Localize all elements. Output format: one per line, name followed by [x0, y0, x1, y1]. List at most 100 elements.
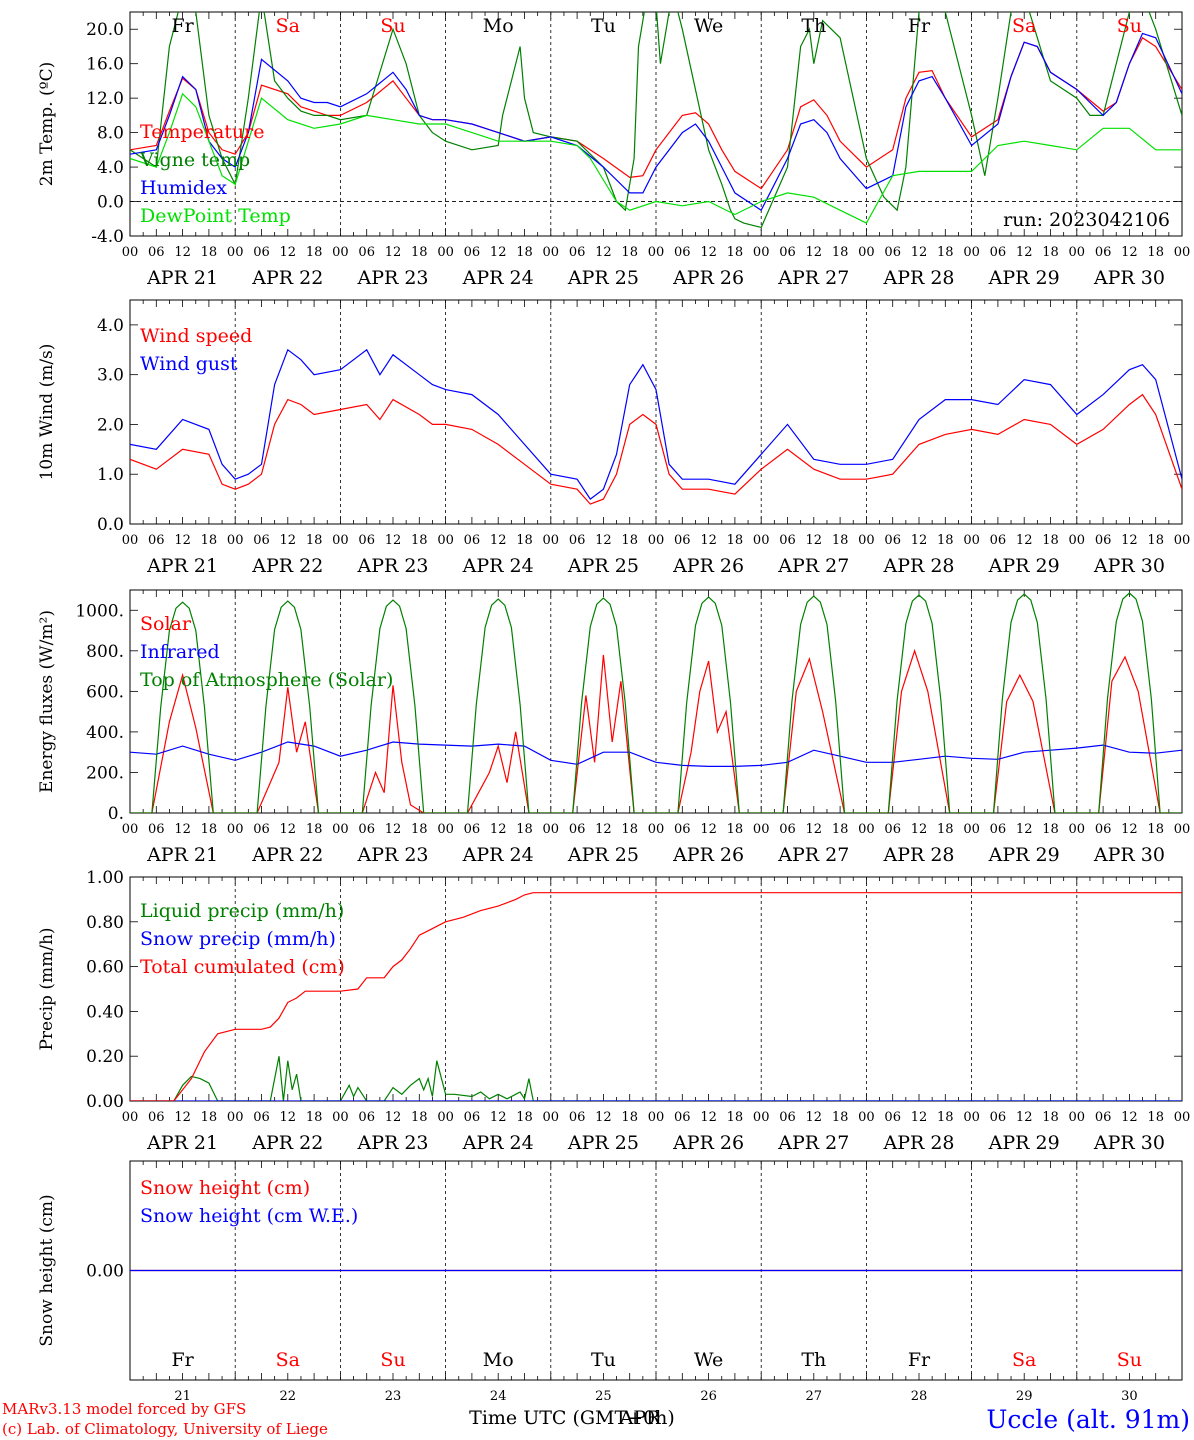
date-label: APR 25: [567, 555, 639, 577]
legend-entry: Vigne temp: [139, 149, 250, 171]
hour-tick-label: 12: [490, 533, 507, 548]
series-line-0: [130, 648, 1182, 813]
hour-tick-label: 06: [464, 822, 481, 837]
y-tick-label: 4.0: [97, 158, 124, 178]
y-tick-label: 8.0: [97, 124, 124, 144]
day-name: Su: [1117, 15, 1142, 37]
hour-tick-label: 18: [937, 1110, 954, 1125]
hour-tick-label: 06: [990, 822, 1007, 837]
y-tick-label: 16.0: [86, 55, 124, 75]
hour-tick-label: 18: [832, 1110, 849, 1125]
hour-tick-label: 12: [806, 245, 823, 260]
hour-tick-label: 06: [464, 533, 481, 548]
hour-tick-label: 18: [516, 245, 533, 260]
legend-entry: Solar: [140, 613, 192, 635]
hour-tick-label: 18: [201, 533, 218, 548]
hour-tick-label: 06: [884, 1110, 901, 1125]
series-line-2: [130, 592, 1182, 813]
run-annotation: run: 2023042106: [1003, 209, 1170, 231]
hour-tick-label: 12: [1016, 822, 1033, 837]
hour-tick-label: 06: [990, 245, 1007, 260]
hour-tick-label: 06: [674, 822, 691, 837]
hour-tick-label: 18: [1042, 245, 1059, 260]
credit-line-2: (c) Lab. of Climatology, University of L…: [2, 1420, 328, 1438]
hour-tick-label: 12: [1121, 533, 1138, 548]
hour-tick-label: 18: [727, 1110, 744, 1125]
hour-tick-label: 00: [122, 533, 139, 548]
hour-tick-label: 00: [858, 533, 875, 548]
hour-tick-label: 06: [779, 245, 796, 260]
date-label: APR 23: [356, 1132, 428, 1154]
day-number: 26: [700, 1389, 717, 1404]
date-label: APR 30: [1093, 844, 1165, 866]
hour-tick-label: 00: [543, 533, 560, 548]
legend-entry: Top of Atmosphere (Solar): [140, 669, 393, 691]
hour-tick-label: 12: [280, 245, 297, 260]
hour-tick-label: 06: [1095, 1110, 1112, 1125]
series-line-1: [130, 348, 1182, 500]
hour-tick-label: 00: [227, 533, 244, 548]
wind-panel: 0.0 1.0 2.0 3.0 4.0 10m Wind (m/s) Wind speed W…: [37, 299, 1190, 577]
hour-tick-label: 06: [253, 533, 270, 548]
hour-tick-label: 06: [779, 1110, 796, 1125]
day-name: Sa: [1012, 15, 1036, 37]
day-name: Tu: [591, 15, 616, 37]
precip-panel: 0.00 0.20 0.40 0.60 0.80 1.00 Precip (mm/h) Liq…: [37, 868, 1190, 1154]
hour-tick-label: 00: [1174, 245, 1191, 260]
date-label: APR 28: [882, 844, 954, 866]
hour-tick-label: 18: [621, 822, 638, 837]
series-line-1: [130, 12, 1182, 229]
hour-tick-label: 06: [674, 533, 691, 548]
hour-tick-label: 00: [122, 1110, 139, 1125]
hour-tick-label: 00: [648, 533, 665, 548]
day-number: 25: [595, 1389, 612, 1404]
legend-entry: DewPoint Temp: [140, 205, 291, 227]
date-label: APR 26: [672, 1132, 744, 1154]
date-label: APR 21: [146, 555, 218, 577]
y-tick-label: 0.00: [86, 1262, 124, 1282]
hour-tick-label: 18: [727, 533, 744, 548]
hour-tick-label: 18: [621, 533, 638, 548]
hour-tick-label: 06: [358, 533, 375, 548]
day-name: Fr: [908, 1349, 931, 1371]
hour-tick-label: 12: [174, 245, 191, 260]
hour-tick-label: 00: [753, 822, 770, 837]
legend-entry: Snow height (cm): [140, 1177, 310, 1199]
energy-panel: 0. 200. 400. 600. 800. 1000. Energy fluxes (W/…: [37, 589, 1190, 866]
legend-entry: Total cumulated (cm): [140, 956, 345, 978]
hour-tick-label: 18: [411, 533, 428, 548]
date-label: APR 30: [1093, 555, 1165, 577]
hour-tick-label: 00: [1069, 1110, 1086, 1125]
date-label: APR 21: [146, 1132, 218, 1154]
hour-tick-label: 00: [963, 1110, 980, 1125]
hour-tick-label: 12: [911, 1110, 928, 1125]
y-tick-label: 600.: [86, 682, 124, 702]
day-name: We: [694, 15, 723, 37]
date-label: APR 26: [672, 844, 744, 866]
hour-tick-label: 06: [464, 1110, 481, 1125]
day-name: Mo: [483, 15, 514, 37]
date-label: APR 21: [146, 267, 218, 289]
date-label: APR 22: [251, 267, 323, 289]
hour-tick-label: 00: [437, 822, 454, 837]
hour-tick-label: 12: [806, 822, 823, 837]
hour-tick-label: 18: [1147, 1110, 1164, 1125]
time-axis-label-overlay: APR: [619, 1407, 662, 1429]
credit-line-1: MARv3.13 model forced by GFS: [2, 1400, 246, 1418]
date-label: APR 26: [672, 267, 744, 289]
y-tick-label: 0.0: [97, 515, 124, 535]
hour-tick-label: 12: [385, 245, 402, 260]
hour-tick-label: 06: [358, 245, 375, 260]
hour-tick-label: 00: [858, 1110, 875, 1125]
hour-tick-label: 18: [306, 822, 323, 837]
series-line-0: [130, 1056, 1182, 1101]
legend-entry: Wind gust: [140, 353, 238, 375]
day-name: Su: [380, 15, 405, 37]
day-name: Th: [801, 1349, 826, 1371]
hour-tick-label: 12: [490, 1110, 507, 1125]
hour-tick-label: 12: [280, 533, 297, 548]
date-label: APR 25: [567, 267, 639, 289]
hour-tick-label: 12: [806, 1110, 823, 1125]
y-tick-label: 400.: [86, 723, 124, 743]
y-tick-label: 2.0: [97, 415, 124, 435]
